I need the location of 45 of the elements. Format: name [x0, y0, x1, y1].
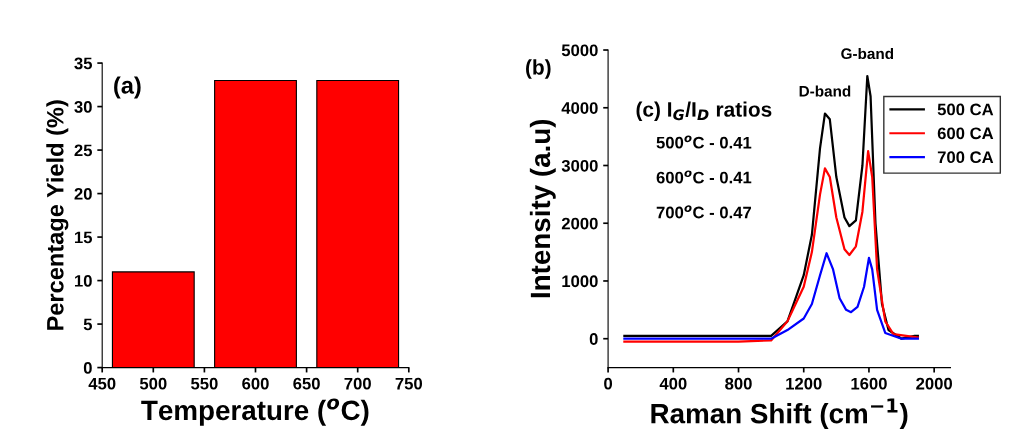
annotation: D-band — [799, 85, 851, 97]
text: (b) — [526, 59, 551, 79]
y-tick-label: 20 — [74, 187, 92, 200]
x-tick-label: 650 — [293, 377, 320, 390]
annotation: (c) I$_{G}$/I$_{D}$ ratios — [636, 101, 772, 121]
legend-label: 600 CA — [937, 127, 994, 140]
y-tick-label: 30 — [74, 100, 92, 113]
annotation: 500$^{o}$C - 0.41 — [656, 135, 752, 149]
x-tick-label: 800 — [725, 377, 752, 390]
x-tick-label: 1200 — [786, 377, 822, 390]
y-tick-label: 5000 — [561, 44, 598, 57]
x-tick-label: 550 — [191, 377, 218, 390]
x-tick-label: 400 — [659, 377, 687, 390]
y-tick-label: 35 — [74, 57, 93, 70]
y-axis-title: Intensity (a.u) — [529, 119, 556, 298]
y-tick-label: 25 — [74, 144, 93, 157]
y-tick-label: 4000 — [561, 102, 598, 114]
line-series — [623, 74, 919, 340]
x-tick-label: 1600 — [851, 377, 887, 390]
y-tick-label: 3000 — [561, 159, 598, 172]
x-tick-label: 750 — [395, 377, 423, 390]
y-axis-title: Percentage Yield (%) — [46, 100, 69, 330]
x-tick-label: 0 — [604, 377, 613, 390]
line-series — [623, 149, 919, 343]
y-tick-label: 0 — [83, 361, 92, 374]
y-tick-label: 0 — [589, 333, 598, 345]
x-tick-label: 600 — [242, 377, 269, 390]
y-tick-label: 10 — [74, 274, 92, 287]
line-series — [623, 252, 919, 340]
annotation: G-band — [841, 47, 894, 60]
legend-label: 700 CA — [937, 151, 994, 164]
y-tick-label: 15 — [74, 231, 93, 244]
y-tick-label: 5 — [83, 318, 93, 331]
y-tick-label: 1000 — [562, 275, 598, 288]
x-axis-title: Raman Shift (cm$^{−1}$) — [651, 398, 908, 429]
annotation: 700$^{o}$C - 0.47 — [656, 205, 752, 219]
annotation: 600$^{o}$C - 0.41 — [656, 170, 752, 184]
x-tick-label: 700 — [344, 377, 371, 390]
legend-label: 500 CA — [937, 103, 994, 116]
x-tick-label: 450 — [88, 377, 116, 390]
y-tick-label: 2000 — [561, 217, 598, 230]
x-tick-label: 500 — [139, 377, 167, 390]
x-axis-title: Temperature ($^{o}$C) — [141, 398, 369, 426]
annotation: (a) — [114, 76, 141, 99]
x-tick-label: 2000 — [916, 377, 953, 390]
